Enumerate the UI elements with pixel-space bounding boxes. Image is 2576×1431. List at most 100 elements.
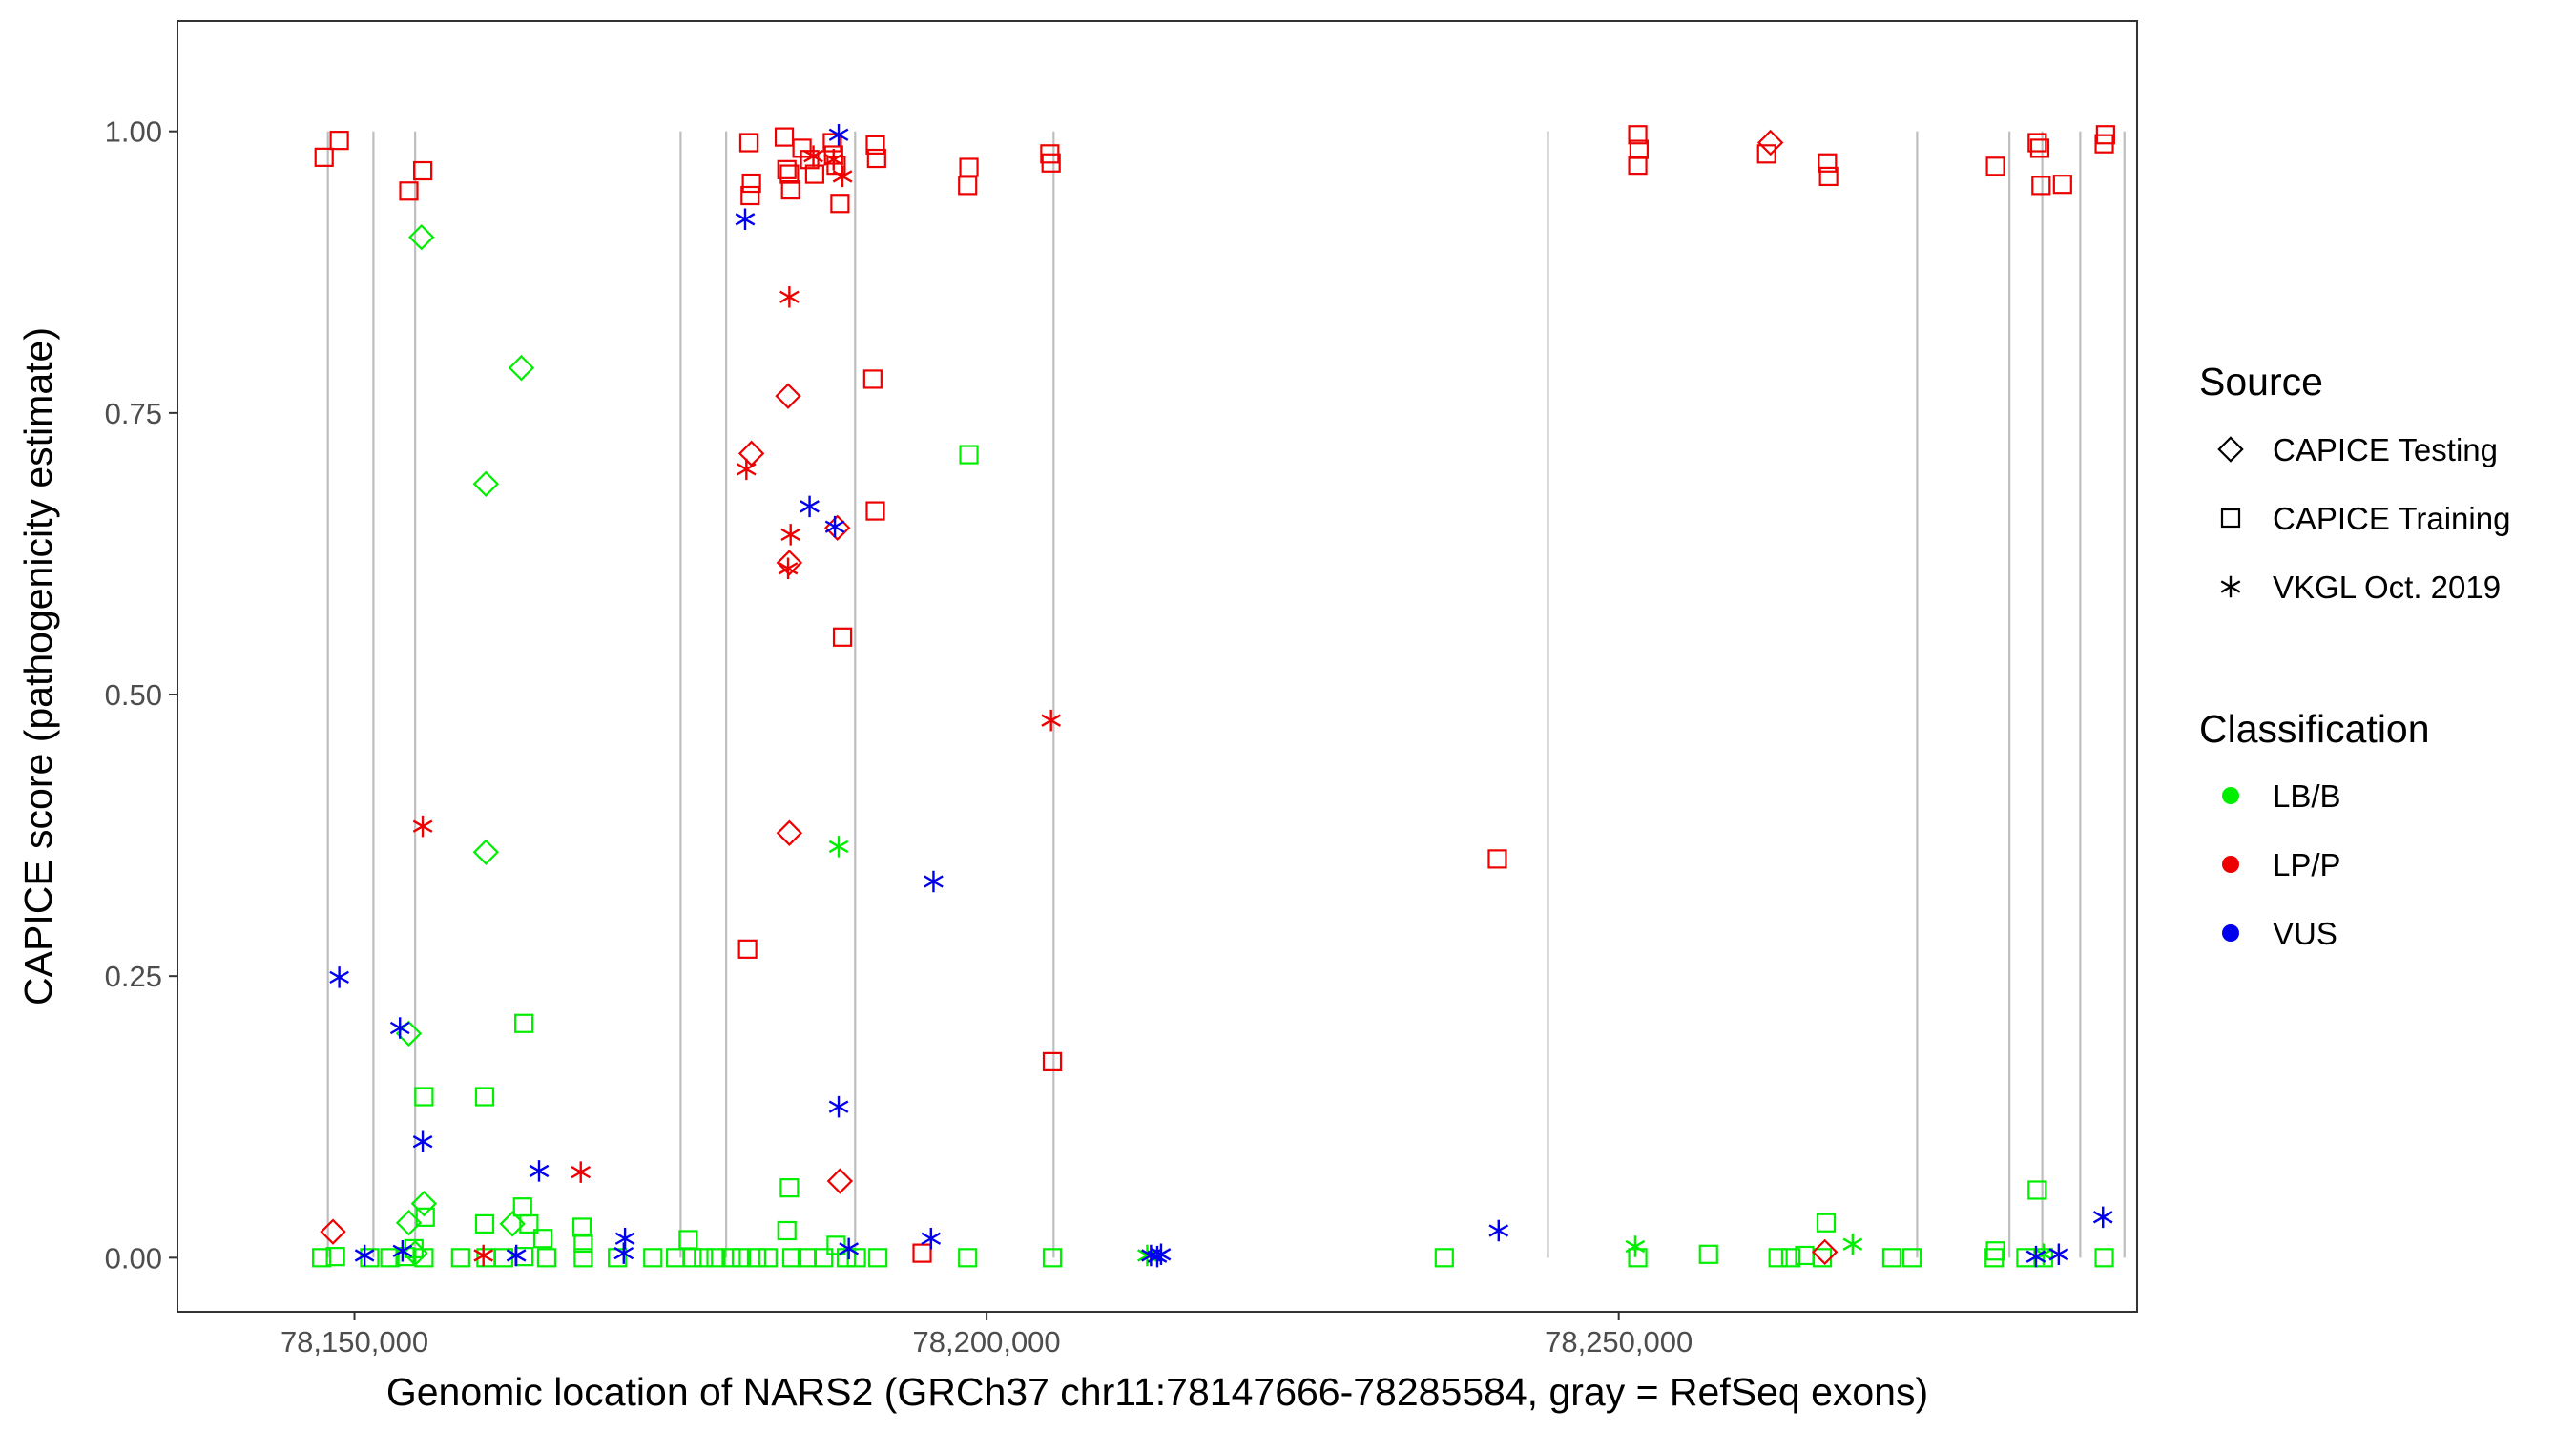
legend-classification-key <box>2222 856 2239 873</box>
data-point <box>2029 138 2050 158</box>
data-point <box>839 1237 860 1260</box>
data-point <box>1811 1238 1839 1266</box>
data-point <box>1816 1213 1837 1233</box>
y-tick-label: 0.75 <box>105 397 162 430</box>
data-point <box>776 550 803 576</box>
legend-classification-key <box>2222 924 2239 942</box>
data-point <box>694 1248 714 1268</box>
data-point <box>392 1240 413 1262</box>
data-point <box>862 369 883 389</box>
x-tick-label: 78,200,000 <box>913 1325 1061 1358</box>
data-point <box>414 1248 434 1268</box>
data-point <box>472 470 500 497</box>
axes: 0.00 0.25 0.50 0.75 1.00 78,150,000 78,200,000… <box>105 115 1693 1358</box>
data-point <box>1487 849 1507 869</box>
data-point <box>354 1244 375 1267</box>
data-point <box>779 164 800 184</box>
data-point <box>828 1095 849 1118</box>
legend-source-label: CAPICE Training <box>2273 501 2510 536</box>
data-point <box>1984 1248 2005 1268</box>
data-point <box>613 1242 634 1264</box>
data-point <box>529 1160 550 1182</box>
data-point <box>822 133 842 153</box>
y-tick-label: 0.25 <box>105 960 162 993</box>
data-point <box>513 1013 534 1033</box>
data-point <box>1985 156 2005 176</box>
data-point <box>866 148 886 169</box>
x-tick-label: 78,150,000 <box>280 1325 428 1358</box>
data-point <box>1628 156 1648 176</box>
data-point <box>415 1207 435 1227</box>
data-point <box>959 445 979 465</box>
data-point <box>824 515 845 538</box>
data-point <box>1902 1248 1922 1268</box>
data-point <box>832 627 853 647</box>
data-point <box>828 123 849 146</box>
data-point <box>706 1248 726 1268</box>
x-axis-title: Genomic location of NARS2 (GRCh37 chr11:… <box>386 1370 1928 1414</box>
data-point <box>682 1248 702 1268</box>
data-point <box>735 208 756 231</box>
data-point <box>2031 176 2051 196</box>
data-point <box>473 1244 494 1267</box>
data-point <box>737 440 765 467</box>
legend-classification: Classification LB/B LP/P VUS <box>2199 707 2430 951</box>
data-point <box>536 1248 557 1268</box>
data-point <box>736 458 757 481</box>
data-point <box>738 133 759 153</box>
data-point <box>1842 1233 1863 1255</box>
data-point <box>1628 125 1648 145</box>
data-point <box>775 383 801 409</box>
data-point <box>1041 709 1062 732</box>
data-point <box>721 1248 741 1268</box>
data-point <box>1698 1244 1718 1264</box>
data-point <box>774 127 795 147</box>
data-point <box>450 1248 470 1268</box>
data-point <box>532 1229 553 1249</box>
y-tick-label: 0.00 <box>105 1241 162 1275</box>
data-point <box>1985 1241 2005 1261</box>
data-point <box>804 164 824 184</box>
legend-classification-title: Classification <box>2199 707 2430 751</box>
legend-source-title: Source <box>2199 360 2323 404</box>
data-point <box>777 159 797 179</box>
data-point <box>329 131 349 151</box>
data-point <box>828 836 849 858</box>
data-point <box>519 1213 539 1234</box>
data-point <box>2027 133 2047 153</box>
data-point <box>1042 1051 1063 1072</box>
data-point <box>2027 1180 2047 1200</box>
x-tick-label: 78,250,000 <box>1545 1325 1693 1358</box>
data-point <box>2048 1243 2069 1266</box>
data-point <box>777 1220 797 1241</box>
data-point <box>643 1248 663 1268</box>
data-point <box>737 939 758 959</box>
data-point <box>508 354 535 382</box>
exon-lines <box>326 131 2126 1258</box>
data-point <box>380 1248 400 1268</box>
data-point <box>1818 153 1838 173</box>
data-point <box>1041 153 1061 173</box>
data-point <box>1756 144 1776 164</box>
data-point <box>826 1168 854 1194</box>
data-point <box>1628 1248 1648 1268</box>
data-point <box>325 1247 345 1267</box>
data-point <box>778 557 799 580</box>
data-point <box>2025 1245 2046 1268</box>
data-point <box>329 966 349 988</box>
data-point <box>921 1228 942 1250</box>
data-points <box>311 123 2115 1268</box>
y-tick-label: 0.50 <box>105 678 162 712</box>
data-point <box>958 176 978 196</box>
data-point <box>865 501 885 521</box>
data-point <box>781 1248 802 1268</box>
data-point <box>399 181 419 201</box>
legend-classification-label: LP/P <box>2273 847 2341 882</box>
legend-source-label: VKGL Oct. 2019 <box>2273 570 2501 605</box>
data-point <box>746 1248 767 1268</box>
plot-panel-border <box>177 20 2138 1313</box>
data-point <box>320 1218 346 1245</box>
data-point <box>1881 1248 1902 1268</box>
data-point <box>395 1247 415 1267</box>
